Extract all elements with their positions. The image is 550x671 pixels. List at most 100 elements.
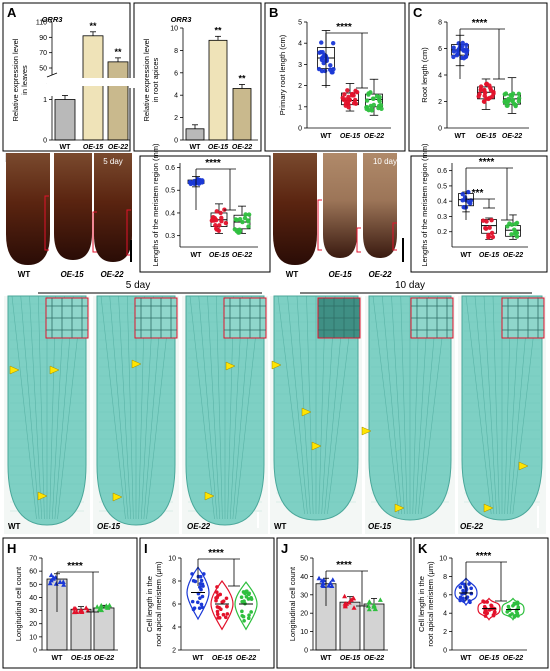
data-point <box>486 234 492 239</box>
data-point <box>505 610 510 614</box>
y-tick-label: 0.4 <box>165 210 175 217</box>
y-tick-label: 4 <box>443 611 447 618</box>
y-tick-label: 6 <box>172 602 176 609</box>
meristem-bracket <box>392 222 397 251</box>
data-point <box>345 88 350 93</box>
panel-letter: J <box>281 541 288 556</box>
x-tick-label: WT <box>190 144 202 151</box>
data-point <box>239 595 244 600</box>
data-point <box>483 226 489 231</box>
data-point <box>509 222 515 227</box>
significance-label: **** <box>479 157 495 168</box>
arrow-marker <box>301 407 312 417</box>
data-point <box>73 606 79 611</box>
data-point <box>469 586 473 591</box>
y-tick-label: 0.3 <box>165 233 175 240</box>
y-tick-label: 70 <box>29 556 37 563</box>
micrograph <box>93 295 179 534</box>
data-point <box>246 212 252 217</box>
y-tick-label: 10 <box>29 634 37 641</box>
data-point <box>60 579 66 585</box>
panel-letter: A <box>7 5 17 20</box>
chart-title: ORR3 <box>171 15 193 24</box>
data-point <box>107 602 113 608</box>
cell-file <box>118 295 132 520</box>
data-point <box>484 219 489 224</box>
data-point <box>467 582 471 586</box>
y-tick-label: 0 <box>174 138 178 145</box>
arrow-marker <box>518 461 529 471</box>
x-tick-label: WT <box>321 655 333 662</box>
data-point <box>243 212 248 217</box>
bar <box>208 39 228 141</box>
data-point <box>213 223 218 228</box>
y-tick-label: 4 <box>438 73 442 80</box>
bar <box>232 88 252 141</box>
arrow-marker <box>112 492 123 502</box>
data-point <box>241 614 246 619</box>
y-tick-label: 0 <box>33 648 37 655</box>
meristem-bracket <box>356 227 361 253</box>
data-point <box>244 594 249 599</box>
cell-file <box>37 295 45 520</box>
y-axis-label: Cell length in the <box>145 576 154 632</box>
data-point <box>516 96 522 101</box>
y-tick-label: 0.6 <box>165 165 175 172</box>
arrow-marker <box>225 361 236 371</box>
cell-file <box>198 295 218 520</box>
x-tick-label: WT <box>321 133 333 140</box>
data-point <box>463 54 469 59</box>
data-point <box>482 610 487 615</box>
data-point <box>242 215 248 221</box>
x-tick-label: WT <box>193 655 205 662</box>
arrow-marker <box>361 426 372 436</box>
x-tick-label: OE-22 <box>108 144 128 151</box>
data-point <box>483 614 488 618</box>
image-label: OE-22 <box>368 270 392 279</box>
x-tick-label: OE-15 <box>479 655 499 662</box>
data-point <box>461 596 465 601</box>
data-point <box>221 612 226 617</box>
root-image <box>94 153 132 262</box>
data-point <box>320 583 326 588</box>
x-tick-label: OE-15 <box>340 655 360 662</box>
panel-K-frame <box>413 537 549 669</box>
y-tick-label: 110 <box>36 20 47 27</box>
y-tick-label: 40 <box>300 574 308 581</box>
x-tick-label: OE-15 <box>340 133 360 140</box>
bar <box>93 607 115 651</box>
arrow-marker <box>483 503 494 513</box>
root-silhouette <box>273 153 317 265</box>
image-label: WT <box>8 522 21 531</box>
data-point <box>214 209 219 214</box>
data-point <box>502 92 507 97</box>
data-point <box>510 612 514 616</box>
cell-file <box>126 295 134 520</box>
day-label: 5 day <box>103 157 123 166</box>
panel-a2-frame <box>133 2 262 152</box>
y-tick-label: 2 <box>443 629 447 636</box>
x-tick-label: OE-15 <box>208 144 228 151</box>
root-silhouette <box>94 153 132 262</box>
y-tick-label: 10 <box>168 556 176 563</box>
cell-file <box>189 295 215 520</box>
section-title: 10 day <box>395 280 425 291</box>
panel-a-frame <box>2 2 131 152</box>
data-point <box>460 198 465 203</box>
x-tick-label: OE-22 <box>94 655 114 662</box>
panel-letter: H <box>7 541 16 556</box>
data-point <box>249 610 253 614</box>
arrow-marker <box>311 441 322 451</box>
data-point <box>346 600 352 605</box>
y-axis-label: Longitudinal cell count <box>14 566 23 641</box>
root-image <box>363 153 397 258</box>
y-tick-label: 0.2 <box>437 229 447 236</box>
significance-label: **** <box>205 158 221 169</box>
cell-file <box>306 295 314 515</box>
data-point <box>366 606 372 612</box>
image-label: OE-22 <box>187 522 211 531</box>
y-tick-label: 0 <box>438 126 442 133</box>
y-tick-label: 2 <box>438 99 442 106</box>
data-point <box>464 42 469 48</box>
y-tick-label: 30 <box>300 592 308 599</box>
